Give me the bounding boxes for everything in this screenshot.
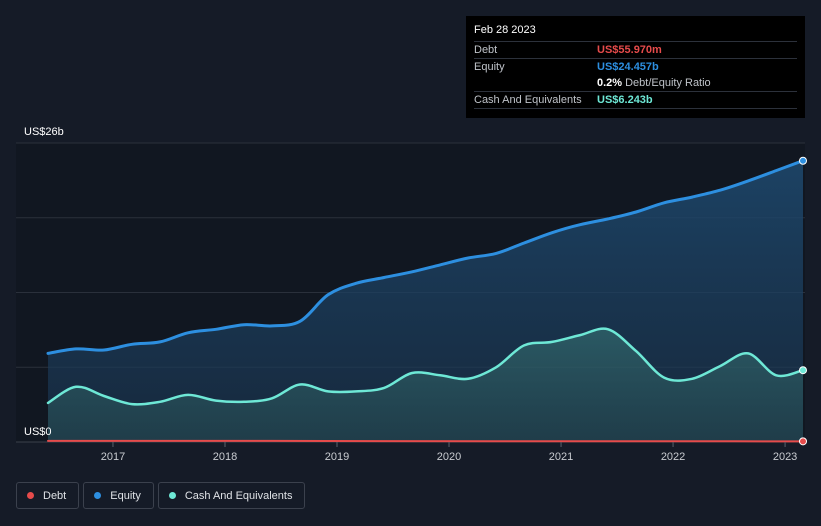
legend-item-debt[interactable]: Debt <box>16 482 80 509</box>
debt-line <box>47 439 804 443</box>
tooltip-row-debt: Debt US$55.970m <box>474 41 797 58</box>
x-tick-label: 2019 <box>325 451 349 463</box>
x-tick-label: 2017 <box>101 451 125 463</box>
tooltip-row-ratio: 0.2% Debt/Equity Ratio <box>474 75 797 91</box>
line-layer <box>46 156 807 446</box>
tooltip-ratio-value: 0.2% <box>597 77 623 89</box>
tooltip-ratio-label: Debt/Equity Ratio <box>625 77 711 89</box>
equity-end-point <box>799 156 807 165</box>
tick-layer: 2017 2018 2019 2020 2021 2022 2023 <box>101 442 797 463</box>
tooltip-equity-label: Equity <box>474 61 505 73</box>
cash-and-equivalentsarea <box>48 328 803 442</box>
legend-equity-label: Equity <box>110 489 141 502</box>
legend-debt-label: Debt <box>43 489 67 502</box>
tooltip-debt-value: US$55.970m <box>597 44 662 56</box>
cash-and-equivalents-line <box>46 327 805 406</box>
debt-end-point <box>799 437 807 446</box>
equity-dot-icon <box>94 492 102 499</box>
x-tick-label: 2023 <box>773 451 797 463</box>
tooltip-date: Feb 28 2023 <box>474 24 536 36</box>
equity-line <box>46 159 805 355</box>
tooltip-row-cash: Cash And Equivalents US$6.243b <box>474 91 797 109</box>
x-tick-label: 2022 <box>661 451 685 463</box>
cash-and-equivalents-end-point <box>799 366 807 375</box>
chart-legend: Debt Equity Cash And Equivalents <box>16 482 306 509</box>
x-tick-label: 2021 <box>549 451 573 463</box>
x-tick-label: 2020 <box>437 451 461 463</box>
tooltip-panel: Feb 28 2023 Debt US$55.970m Equity US$24… <box>466 16 805 118</box>
debt-dot-icon <box>27 492 34 499</box>
legend-item-cash[interactable]: Cash And Equivalents <box>157 482 306 509</box>
legend-cash-label: Cash And Equivalents <box>184 489 293 502</box>
tooltip-row-equity: Equity US$24.457b <box>474 58 797 75</box>
cash-dot-icon <box>168 492 176 499</box>
tooltip-cash-value: US$6.243b <box>597 94 653 106</box>
area-layer <box>48 160 803 442</box>
legend-item-equity[interactable]: Equity <box>83 482 154 509</box>
y-label-top: US$26b <box>24 126 64 138</box>
tooltip-debt-label: Debt <box>474 44 498 56</box>
tooltip-equity-value: US$24.457b <box>597 61 659 73</box>
x-tick-label: 2018 <box>213 451 237 463</box>
tooltip-cash-label: Cash And Equivalents <box>474 94 582 106</box>
y-label-bottom: US$0 <box>24 426 52 438</box>
